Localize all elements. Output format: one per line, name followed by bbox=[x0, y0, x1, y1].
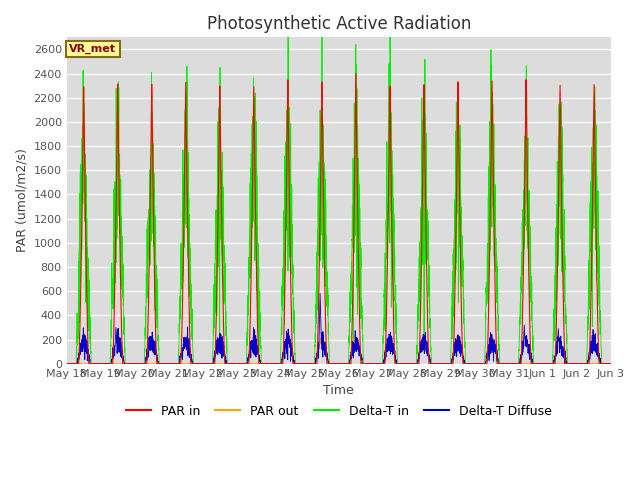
X-axis label: Time: Time bbox=[323, 384, 354, 397]
Title: Photosynthetic Active Radiation: Photosynthetic Active Radiation bbox=[207, 15, 471, 33]
Legend: PAR in, PAR out, Delta-T in, Delta-T Diffuse: PAR in, PAR out, Delta-T in, Delta-T Dif… bbox=[121, 400, 557, 423]
Text: VR_met: VR_met bbox=[69, 44, 116, 54]
Y-axis label: PAR (umol/m2/s): PAR (umol/m2/s) bbox=[15, 149, 28, 252]
